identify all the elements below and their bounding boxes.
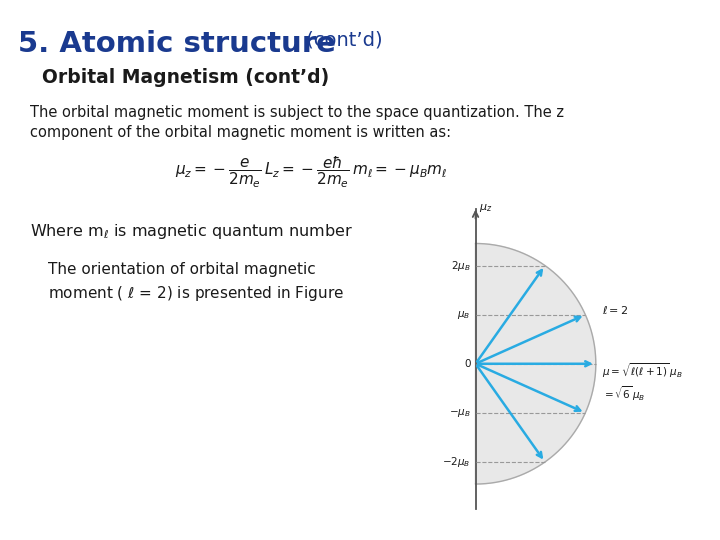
Text: 0: 0 (464, 359, 471, 369)
Text: The orbital magnetic moment is subject to the space quantization. The z: The orbital magnetic moment is subject t… (30, 105, 564, 120)
Text: $\mu = \sqrt{\ell(\ell+1)}\,\mu_B$: $\mu = \sqrt{\ell(\ell+1)}\,\mu_B$ (602, 362, 683, 381)
Text: $2\mu_B$: $2\mu_B$ (451, 259, 471, 273)
Text: The orientation of orbital magnetic: The orientation of orbital magnetic (48, 262, 316, 277)
Text: $-2\mu_B$: $-2\mu_B$ (442, 455, 471, 469)
Text: $\mu_z = -\dfrac{e}{2m_e}\,L_z = -\dfrac{e\hbar}{2m_e}\,m_\ell = -\mu_B m_\ell$: $\mu_z = -\dfrac{e}{2m_e}\,L_z = -\dfrac… (175, 154, 448, 190)
Text: $\mu_B$: $\mu_B$ (457, 309, 471, 321)
Text: $\ell = 2$: $\ell = 2$ (602, 304, 628, 316)
Text: $-\mu_B$: $-\mu_B$ (449, 407, 471, 419)
Text: Orbital Magnetism (cont’d): Orbital Magnetism (cont’d) (42, 68, 329, 87)
Text: (cont’d): (cont’d) (300, 30, 382, 49)
Text: $= \sqrt{6}\,\mu_B$: $= \sqrt{6}\,\mu_B$ (602, 384, 645, 402)
Text: component of the orbital magnetic moment is written as:: component of the orbital magnetic moment… (30, 125, 451, 140)
Text: $\mu_z$: $\mu_z$ (479, 202, 492, 214)
Text: moment ( $\ell$ = 2) is presented in Figure: moment ( $\ell$ = 2) is presented in Fig… (48, 284, 344, 303)
Text: Where m$_\ell$ is magnetic quantum number: Where m$_\ell$ is magnetic quantum numbe… (30, 222, 353, 241)
Polygon shape (475, 244, 595, 484)
Text: 5. Atomic structure: 5. Atomic structure (18, 30, 336, 58)
